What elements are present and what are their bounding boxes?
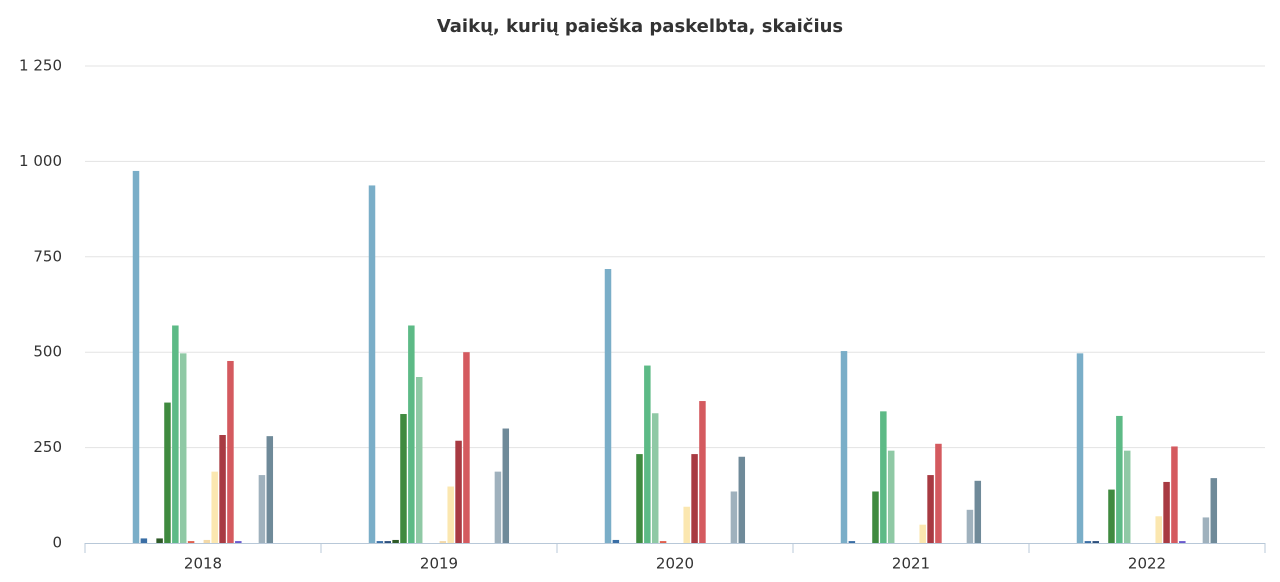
bar xyxy=(887,450,895,543)
bar xyxy=(651,413,659,543)
bar xyxy=(258,475,266,543)
bar xyxy=(1116,415,1123,543)
bar xyxy=(455,440,462,543)
bar xyxy=(376,541,384,543)
chart-title: Vaikų, kurių paieška paskelbta, skaičius xyxy=(437,16,843,37)
bar xyxy=(172,325,179,543)
bar xyxy=(935,443,942,543)
y-tick-label: 500 xyxy=(33,343,62,361)
bar xyxy=(848,541,856,543)
x-tick-label: 2020 xyxy=(656,555,694,573)
bar xyxy=(1210,478,1218,543)
bar xyxy=(1076,353,1084,543)
bar xyxy=(730,491,738,543)
bar xyxy=(156,538,163,543)
bar xyxy=(494,471,502,543)
bar xyxy=(691,454,698,543)
bar xyxy=(683,506,690,543)
bar xyxy=(1108,489,1115,543)
bar xyxy=(203,539,211,543)
bar xyxy=(502,428,510,543)
bar xyxy=(235,541,242,543)
bar xyxy=(392,539,399,543)
x-tick-label: 2018 xyxy=(184,555,222,573)
y-tick-label: 750 xyxy=(33,247,62,265)
bar xyxy=(880,411,887,543)
bar xyxy=(463,352,470,543)
y-tick-label: 0 xyxy=(52,534,62,552)
bar xyxy=(738,456,746,543)
bar xyxy=(1171,446,1178,543)
bar xyxy=(612,539,620,543)
bar xyxy=(140,538,148,543)
bar xyxy=(132,170,140,543)
bar xyxy=(368,185,376,543)
bar xyxy=(1163,481,1170,543)
bar xyxy=(604,269,612,543)
bar xyxy=(840,351,848,543)
bar xyxy=(439,541,447,543)
bar xyxy=(919,524,926,543)
bar xyxy=(400,414,407,543)
bar xyxy=(266,436,274,543)
bar xyxy=(644,365,651,543)
bar xyxy=(447,486,454,543)
bar xyxy=(1179,541,1186,543)
y-tick-label: 1 000 xyxy=(19,152,62,170)
bar xyxy=(1092,541,1099,543)
x-tick-label: 2022 xyxy=(1128,555,1166,573)
bar xyxy=(211,471,218,543)
bar xyxy=(187,541,195,543)
bar xyxy=(384,541,391,543)
bar xyxy=(1155,516,1162,543)
bar xyxy=(1084,541,1092,543)
bar xyxy=(1123,450,1131,543)
bar xyxy=(927,475,934,543)
bar xyxy=(227,360,234,543)
bar xyxy=(179,353,187,543)
bar xyxy=(872,491,879,543)
bar xyxy=(415,377,423,543)
bar xyxy=(408,325,415,543)
bar xyxy=(966,509,974,543)
y-tick-label: 250 xyxy=(33,438,62,456)
x-tick-label: 2019 xyxy=(420,555,458,573)
bar xyxy=(636,454,643,543)
bar xyxy=(974,480,982,543)
x-tick-label: 2021 xyxy=(892,555,930,573)
bar xyxy=(219,435,226,543)
bar xyxy=(659,541,667,543)
bar xyxy=(164,402,171,543)
bar xyxy=(699,401,706,543)
bar xyxy=(1202,517,1210,543)
y-tick-label: 1 250 xyxy=(19,57,62,75)
